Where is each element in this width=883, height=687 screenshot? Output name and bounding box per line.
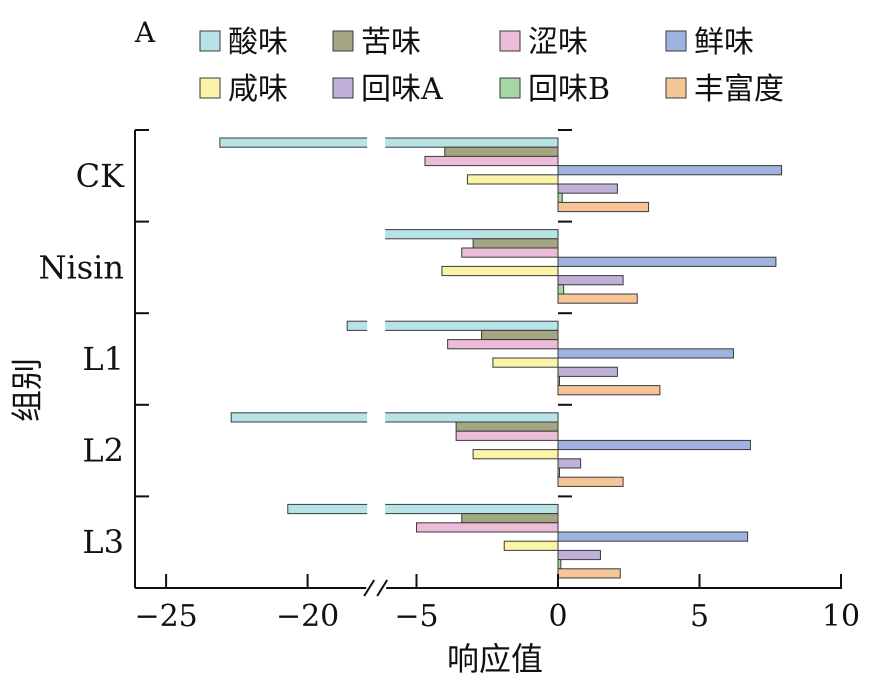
bar-l1-4: [557, 348, 734, 359]
bar-l3-7: [557, 559, 562, 570]
legend-swatch-6: [332, 77, 354, 99]
bar-nisin-6: [557, 275, 624, 286]
legend-swatch-8: [665, 77, 687, 99]
axes: [134, 129, 842, 597]
bar-l1-5: [492, 357, 559, 368]
bar-l1-1: [346, 320, 559, 331]
bar-ck-5: [466, 174, 559, 185]
legend-swatch-7: [499, 77, 521, 99]
axis-break-mark-2: [376, 579, 389, 597]
legend-swatch-3: [499, 30, 521, 52]
legend-label-7: 回味B: [528, 72, 610, 107]
axis-break-mark-1: [363, 579, 376, 597]
category-label-l1: L1: [82, 340, 124, 378]
bars: [219, 130, 783, 586]
x-tick-label-4: 0: [548, 599, 567, 634]
bar-ck-6: [557, 183, 618, 194]
bar-nisin-1: [383, 229, 559, 240]
panel-label: A: [134, 16, 156, 49]
category-labels: CK Nisin L1 L2 L3: [39, 157, 126, 561]
bar-ck-1: [219, 137, 559, 148]
bar-l1-3: [447, 339, 559, 350]
bar-l1-7: [557, 375, 560, 387]
bar-ck-2: [444, 146, 559, 157]
category-label-l3: L3: [82, 523, 124, 561]
legend-label-4: 鲜味: [694, 25, 754, 60]
legend-swatch-2: [332, 30, 354, 52]
legend-label-8: 丰富度: [694, 72, 784, 107]
bar-l1-8: [557, 385, 661, 396]
bar-l3-6: [557, 549, 601, 561]
category-label-ck: CK: [76, 157, 125, 195]
x-tick-label-3: −5: [394, 599, 438, 634]
y-axis-title: 组别: [8, 358, 46, 422]
bar-ck-7: [557, 192, 563, 203]
x-axis-title: 响应值: [447, 640, 543, 678]
bar-l3-1: [287, 503, 559, 515]
bar-nisin-2: [472, 238, 559, 249]
bar-nisin-8: [557, 293, 638, 304]
bar-nisin-4: [557, 256, 777, 267]
bar-l2-8: [557, 476, 624, 487]
bar-l3-5: [503, 540, 559, 551]
bar-l3-4: [557, 531, 749, 542]
legend-label-2: 苦味: [361, 25, 421, 60]
bar-l2-3: [455, 430, 559, 441]
bar-nisin-7: [557, 284, 565, 295]
bar-ck-4: [557, 165, 783, 176]
bar-l2-7: [557, 467, 560, 478]
x-tick-label-2: −20: [276, 599, 339, 634]
x-tick-label-6: 10: [822, 599, 860, 634]
bar-l3-3: [416, 522, 559, 533]
category-label-l2: L2: [82, 432, 124, 470]
legend-swatch-5: [199, 77, 221, 99]
legend-label-1: 酸味: [228, 25, 288, 60]
category-label-nisin: Nisin: [39, 248, 125, 286]
axis-break-gap: [367, 130, 386, 586]
bar-l2-6: [557, 458, 582, 469]
bar-l3-2: [461, 513, 559, 524]
bar-ck-3: [424, 155, 559, 167]
legend-swatch-4: [665, 30, 687, 52]
bar-l2-1: [230, 412, 559, 423]
bar-l1-6: [557, 366, 618, 377]
x-tick-label-1: −25: [134, 599, 197, 634]
bar-l2-4: [557, 439, 751, 451]
legend-label-5: 咸味: [228, 72, 288, 107]
bar-nisin-5: [441, 265, 559, 277]
bar-l3-8: [557, 568, 621, 579]
legend-label-3: 涩味: [528, 25, 588, 60]
x-tick-label-5: 5: [690, 599, 709, 634]
legend-label-6: 回味A: [361, 72, 443, 107]
bar-ck-8: [557, 201, 650, 213]
ticks: −25 −20 −5 0 5 10: [134, 574, 860, 634]
legend-swatch-1: [199, 30, 221, 52]
bar-l2-5: [472, 449, 559, 460]
bar-l1-2: [481, 329, 559, 341]
bar-l2-2: [455, 421, 559, 432]
bar-nisin-3: [461, 247, 559, 258]
